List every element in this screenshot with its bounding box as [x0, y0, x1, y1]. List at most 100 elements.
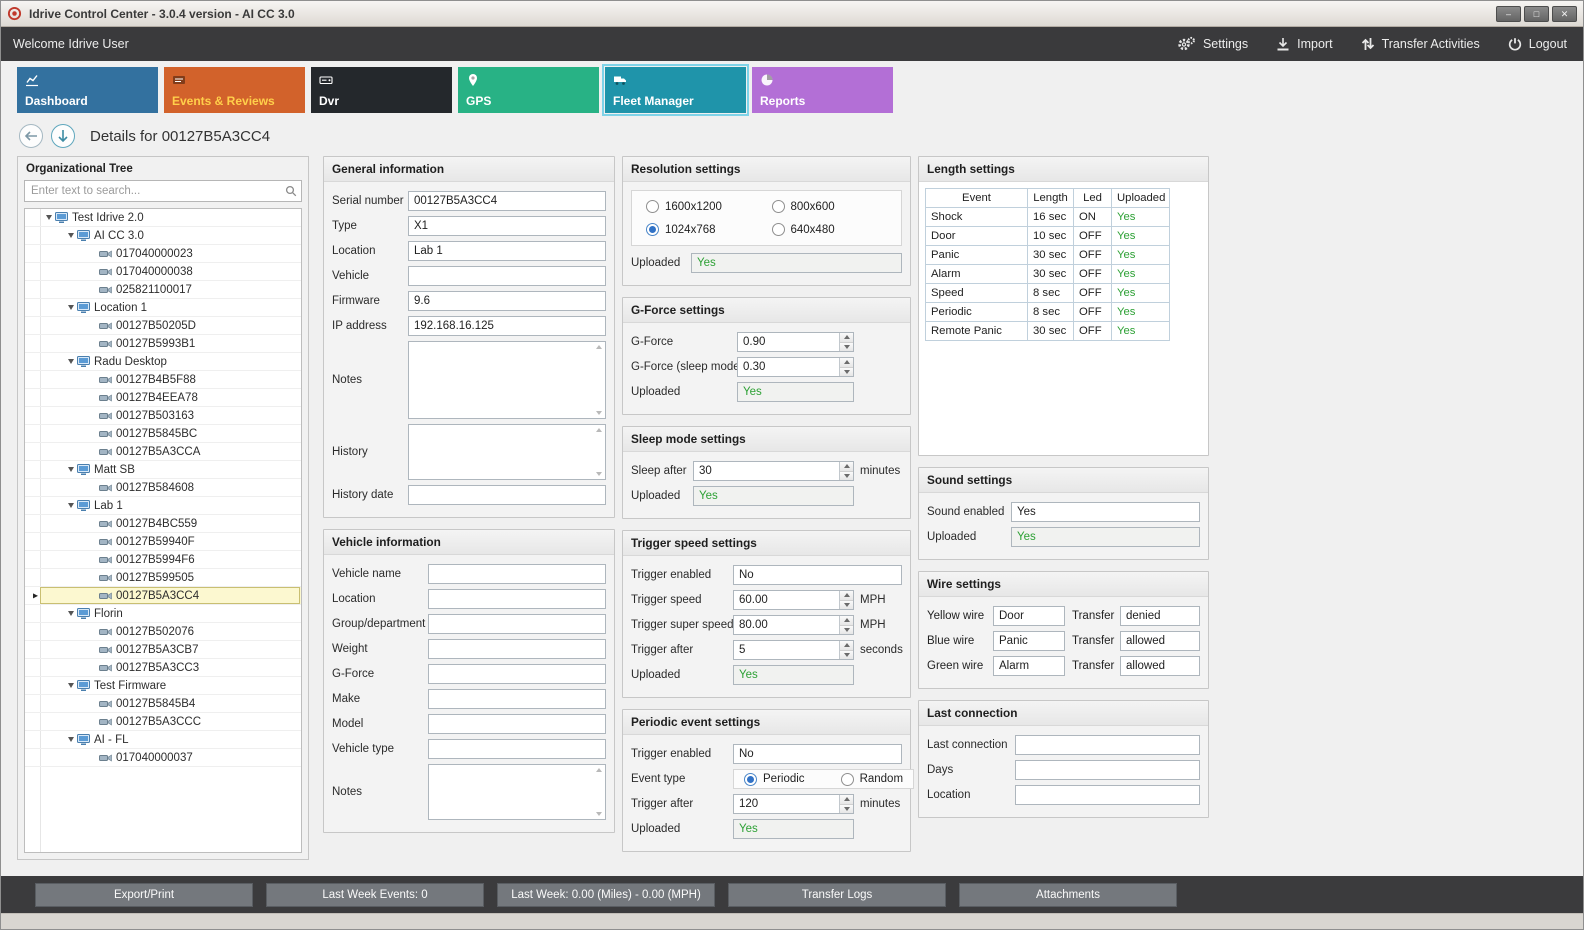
text-field[interactable]	[428, 614, 606, 634]
text-field[interactable]: Yes	[1011, 527, 1200, 547]
footer-button[interactable]: Export/Print	[35, 882, 253, 907]
footer-button[interactable]: Transfer Logs	[728, 882, 946, 907]
expander-icon[interactable]	[65, 503, 77, 508]
text-field[interactable]	[428, 714, 606, 734]
text-field[interactable]: No	[733, 565, 902, 585]
spin-up-icon[interactable]	[840, 358, 853, 368]
text-field[interactable]	[1015, 785, 1200, 805]
expander-icon[interactable]	[65, 359, 77, 364]
tree-item[interactable]: 00127B4EEA78	[25, 389, 301, 407]
text-field[interactable]: Yes	[1011, 502, 1200, 522]
text-field[interactable]	[408, 485, 606, 505]
spinner-buttons[interactable]	[839, 795, 853, 813]
tree-item[interactable]: 017040000023	[25, 245, 301, 263]
text-field[interactable]: 60.00	[733, 590, 854, 610]
tree-item[interactable]: AI CC 3.0	[25, 227, 301, 245]
text-field[interactable]: No	[733, 744, 902, 764]
wire-transfer-field[interactable]: denied	[1120, 606, 1200, 626]
tree-item[interactable]: Location 1	[25, 299, 301, 317]
search-input[interactable]	[24, 180, 302, 202]
text-field[interactable]	[408, 424, 606, 480]
text-field[interactable]: 5	[733, 640, 854, 660]
tree-item[interactable]: 00127B50205D	[25, 317, 301, 335]
text-field[interactable]: Yes	[737, 382, 854, 402]
text-field[interactable]	[408, 341, 606, 419]
tree-item[interactable]: 00127B59940F	[25, 533, 301, 551]
spin-down-icon[interactable]	[840, 471, 853, 480]
nav-tile[interactable]: Dvr	[311, 67, 452, 113]
nav-tile[interactable]: Dashboard	[17, 67, 158, 113]
footer-button[interactable]: Attachments	[959, 882, 1177, 907]
tree-item[interactable]: AI - FL	[25, 731, 301, 749]
text-field[interactable]	[428, 664, 606, 684]
tree-item[interactable]: 00127B5A3CC3	[25, 659, 301, 677]
text-field[interactable]: Yes	[693, 486, 854, 506]
radio-option[interactable]: Periodic	[744, 772, 805, 786]
text-field[interactable]: Yes	[691, 253, 902, 273]
spinner-buttons[interactable]	[839, 591, 853, 609]
text-field[interactable]	[1015, 760, 1200, 780]
radio-option[interactable]: 640x480	[771, 223, 898, 236]
table-row[interactable]: Panic 30 sec OFF Yes	[925, 245, 1170, 265]
tree-item[interactable]: 017040000037	[25, 749, 301, 767]
nav-tile[interactable]: Reports	[752, 67, 893, 113]
spinner-buttons[interactable]	[839, 358, 853, 376]
tree-item[interactable]: 00127B5845B4	[25, 695, 301, 713]
spin-up-icon[interactable]	[840, 462, 853, 472]
nav-tile[interactable]: Events & Reviews	[164, 67, 305, 113]
text-field[interactable]: 80.00	[733, 615, 854, 635]
spin-up-icon[interactable]	[840, 795, 853, 805]
expander-icon[interactable]	[65, 737, 77, 742]
wire-event-field[interactable]: Panic	[993, 631, 1065, 651]
nav-tile[interactable]: Fleet Manager	[602, 64, 749, 116]
text-field[interactable]: 0.30	[737, 357, 854, 377]
expander-icon[interactable]	[65, 611, 77, 616]
spinner-buttons[interactable]	[839, 616, 853, 634]
tree-item[interactable]: 00127B502076	[25, 623, 301, 641]
column-header[interactable]: Event	[925, 188, 1028, 208]
spin-down-icon[interactable]	[840, 625, 853, 634]
tree-item[interactable]: 00127B5A3CCC	[25, 713, 301, 731]
tree-item[interactable]: Matt SB	[25, 461, 301, 479]
tree-item[interactable]: 00127B599505	[25, 569, 301, 587]
text-field[interactable]: 0.90	[737, 332, 854, 352]
text-field[interactable]: 00127B5A3CC4	[408, 191, 606, 211]
table-row[interactable]: Shock 16 sec ON Yes	[925, 207, 1170, 227]
expander-icon[interactable]	[65, 233, 77, 238]
nav-tile[interactable]: GPS	[458, 67, 599, 113]
spin-down-icon[interactable]	[840, 600, 853, 609]
wire-event-field[interactable]: Door	[993, 606, 1065, 626]
text-field[interactable]	[428, 639, 606, 659]
tree-item[interactable]: 017040000038	[25, 263, 301, 281]
tree-item[interactable]: Radu Desktop	[25, 353, 301, 371]
close-button[interactable]: ✕	[1552, 5, 1577, 22]
tree-item[interactable]: 00127B5845BC	[25, 425, 301, 443]
tree-item[interactable]: Florin	[25, 605, 301, 623]
topbar-action-button[interactable]: Logout	[1508, 36, 1567, 52]
footer-button[interactable]: Last Week: 0.00 (Miles) - 0.00 (MPH)	[497, 882, 715, 907]
spin-up-icon[interactable]	[840, 641, 853, 651]
back-button[interactable]	[19, 124, 43, 148]
text-field[interactable]: 120	[733, 794, 854, 814]
maximize-button[interactable]: □	[1524, 5, 1549, 22]
tree-item[interactable]: 00127B4B5F88	[25, 371, 301, 389]
expander-icon[interactable]	[65, 305, 77, 310]
spinner-buttons[interactable]	[839, 462, 853, 480]
tree-item[interactable]: 00127B4BC559	[25, 515, 301, 533]
table-row[interactable]: Alarm 30 sec OFF Yes	[925, 264, 1170, 284]
text-field[interactable]: Yes	[733, 665, 854, 685]
spinner-buttons[interactable]	[839, 333, 853, 351]
spin-down-icon[interactable]	[840, 367, 853, 376]
text-field[interactable]	[428, 564, 606, 584]
spin-down-icon[interactable]	[840, 342, 853, 351]
radio-option[interactable]: Random	[840, 772, 903, 786]
radio-option[interactable]: 1024x768	[646, 223, 772, 236]
spin-up-icon[interactable]	[840, 333, 853, 343]
text-field[interactable]: 192.168.16.125	[408, 316, 606, 336]
expander-icon[interactable]	[65, 683, 77, 688]
minimize-button[interactable]: –	[1496, 5, 1521, 22]
column-header[interactable]: Uploaded	[1111, 188, 1170, 208]
spinner-buttons[interactable]	[839, 641, 853, 659]
text-field[interactable]	[1015, 735, 1200, 755]
spin-up-icon[interactable]	[840, 591, 853, 601]
